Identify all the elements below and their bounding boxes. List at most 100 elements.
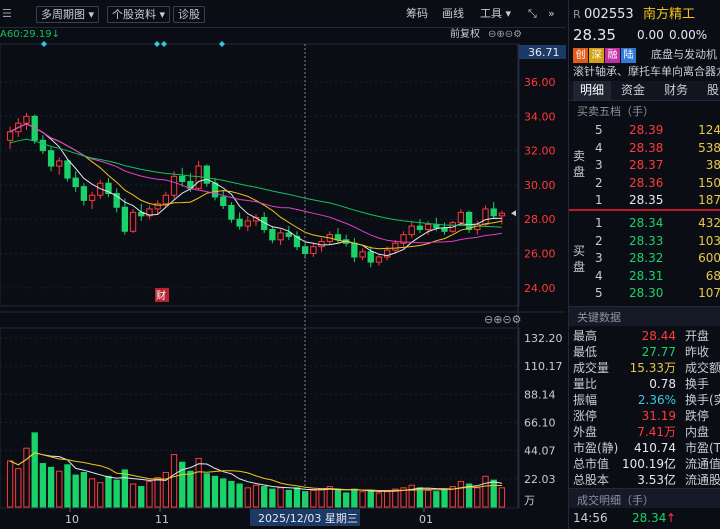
key-data-value: 15.33万	[629, 361, 676, 375]
volume-bar	[244, 487, 251, 508]
price-row: 28.35 0.00 0.00%	[569, 26, 720, 44]
restore-right-dropdown[interactable]: 前复权	[450, 29, 480, 40]
bid-level[interactable]: 3 28.32 600	[569, 250, 720, 267]
volume-bar	[441, 488, 448, 508]
volume-bar	[416, 487, 424, 508]
candle	[88, 191, 96, 209]
volume-bar	[154, 477, 161, 508]
key-data-value: 410.74	[634, 441, 676, 455]
candle-body	[162, 194, 170, 205]
ask-level[interactable]: 5 28.39 124	[569, 122, 720, 139]
bid-level[interactable]: 2 28.33 103	[569, 233, 720, 250]
date-tick-label: 10	[65, 513, 79, 526]
ask-level[interactable]: 2 28.36 150	[569, 175, 720, 192]
volume-panel-icons: ⊖⊕⊝⚙	[484, 313, 522, 326]
candle-body	[23, 115, 30, 124]
concept-tag[interactable]: 底盘与发动机	[651, 48, 717, 61]
price-change-pct: 0.00%	[669, 28, 708, 42]
event-diamond-icon	[219, 41, 225, 47]
stock-info-label: 个股资料	[112, 8, 156, 21]
bid-level[interactable]: 1 28.34 432	[569, 215, 720, 232]
volume-bar	[261, 486, 268, 508]
date-tick-label: 11	[155, 513, 169, 526]
volume-tick-label: 132.20	[524, 332, 563, 345]
chevron-down-icon: ▾	[88, 8, 95, 21]
level-volume: 38	[705, 158, 720, 172]
key-data-value: 3.53亿	[637, 473, 676, 487]
ask-level[interactable]: 4 28.38 538	[569, 140, 720, 157]
trades-header: 成交明细（手）	[569, 488, 720, 508]
collapse-icon[interactable]: ⤡	[528, 7, 537, 20]
kline-chart[interactable]: 36.00 34.00 32.00 30.00 28.00 26.00 24.00 132.2…	[0, 0, 566, 529]
volume-ma5-line	[9, 452, 502, 492]
candle-body	[392, 242, 399, 251]
volume-bar	[269, 488, 276, 508]
candle	[400, 231, 407, 247]
ask-level[interactable]: 1 28.35 187	[569, 192, 720, 209]
stock-name: 南方精工	[643, 7, 696, 22]
price-tag-box	[519, 45, 566, 59]
candle	[277, 229, 284, 245]
volume-bar	[334, 489, 342, 508]
candle	[154, 200, 161, 215]
quote-panel: R 002553 南方精工 28.35 0.00 0.00% 创深融陆 底盘与发…	[568, 0, 720, 529]
key-data-label-secondary: 流通股	[685, 473, 720, 487]
candle-body	[424, 223, 432, 231]
candle	[351, 238, 358, 263]
volume-bar	[211, 475, 219, 508]
tag-chuang[interactable]: 创	[573, 48, 588, 63]
candle-body	[39, 139, 47, 152]
stock-tags: 创深融陆	[573, 47, 637, 63]
price-tick-label: 34.00	[524, 110, 556, 123]
tab-finance[interactable]: 财务	[664, 83, 689, 97]
candle	[64, 159, 71, 182]
chart-toolbar: ☰ 多周期图 ▾ 个股资料 ▾ 诊股 筹码 画线 工具 ▾ ⤡ »	[0, 0, 566, 28]
volume-bar	[64, 464, 71, 508]
level-number: 2	[595, 233, 603, 248]
candle-body	[498, 212, 506, 217]
cai-marker-label: 财	[156, 289, 166, 302]
volume-bar	[146, 480, 153, 508]
candle	[129, 208, 137, 233]
volume-bar	[170, 454, 178, 508]
volume-bar	[433, 491, 440, 508]
key-data-label: 振幅	[573, 393, 598, 407]
key-data-value: 7.41万	[637, 425, 676, 439]
candle	[482, 205, 489, 227]
menu-icon[interactable]: ☰	[2, 7, 12, 20]
candle-body	[482, 208, 489, 225]
tab-funds[interactable]: 资金	[621, 83, 646, 97]
candle-body	[334, 234, 342, 241]
chart-panel: ☰ 多周期图 ▾ 个股资料 ▾ 诊股 筹码 画线 工具 ▾ ⤡ » A60:29…	[0, 0, 566, 529]
candle	[220, 190, 227, 209]
chips-button[interactable]: 筹码	[406, 7, 428, 20]
stock-header: R 002553 南方精工	[569, 6, 720, 24]
volume-bar	[457, 480, 465, 508]
tab-detail[interactable]: 明细	[573, 81, 611, 100]
volume-bar	[80, 471, 88, 508]
diagnose-button[interactable]: 诊股	[173, 6, 205, 23]
draw-line-button[interactable]: 画线	[442, 7, 464, 20]
stock-info-dropdown[interactable]: 个股资料 ▾	[107, 6, 171, 23]
multi-period-dropdown[interactable]: 多周期图 ▾	[36, 6, 100, 23]
candle-body	[367, 251, 374, 263]
key-data-label-secondary: 市盈(T	[685, 441, 720, 455]
bid-level[interactable]: 4 28.31 68	[569, 268, 720, 285]
candle-body	[236, 218, 243, 227]
tag-rong[interactable]: 融	[605, 48, 620, 63]
tag-shen[interactable]: 深	[589, 48, 604, 63]
volume-bar	[293, 487, 301, 508]
ask-level[interactable]: 3 28.37 38	[569, 157, 720, 174]
candle-body	[375, 256, 383, 263]
candle	[490, 202, 497, 220]
tab-more[interactable]: 股	[707, 83, 720, 97]
tag-lu[interactable]: 陆	[621, 48, 636, 63]
event-diamond-icon	[154, 41, 160, 47]
double-chevron-right-icon[interactable]: »	[548, 7, 555, 20]
settings-icons[interactable]: ⊖⊕⊝⚙	[488, 29, 523, 40]
key-data-label-secondary: 换手(实	[685, 393, 720, 407]
bid-level[interactable]: 5 28.30 107	[569, 285, 720, 302]
candle	[228, 202, 235, 223]
trades-title: 成交明细（手）	[577, 494, 654, 507]
tools-dropdown[interactable]: 工具 ▾	[480, 6, 511, 22]
